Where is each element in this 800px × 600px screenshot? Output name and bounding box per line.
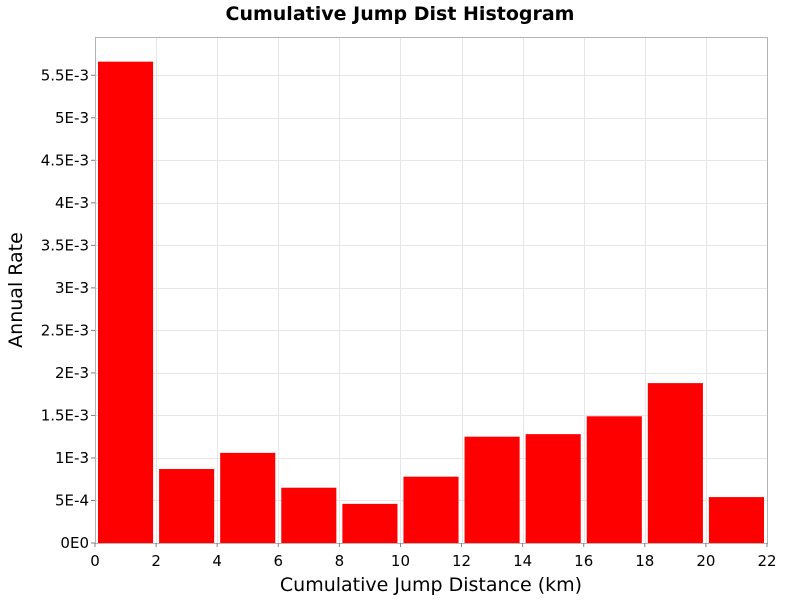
x-tick-label: 18 <box>635 552 654 570</box>
y-tick-label: 3.5E-3 <box>41 236 89 254</box>
y-axis-tick-labels: 0E0 5E-4 1E-3 1.5E-3 2E-3 2.5E-3 3E-3 3.5E-3 4E-… <box>41 66 89 552</box>
y-tick-label: 1.5E-3 <box>41 406 89 424</box>
histogram-bar <box>708 497 764 543</box>
tick-marks <box>91 74 768 547</box>
histogram-bar <box>220 452 276 543</box>
y-tick-label: 1E-3 <box>55 449 89 467</box>
chart-title: Cumulative Jump Dist Histogram <box>226 3 575 25</box>
x-axis-tick-labels: 0 2 4 6 8 10 12 14 16 18 20 22 <box>90 552 776 570</box>
x-tick-label: 6 <box>273 552 283 570</box>
y-tick-label: 5E-4 <box>55 491 89 509</box>
y-tick-label: 4.5E-3 <box>41 151 89 169</box>
x-tick-label: 20 <box>696 552 715 570</box>
x-tick-label: 16 <box>574 552 593 570</box>
y-axis-label: Annual Rate <box>5 232 27 348</box>
x-tick-label: 0 <box>90 552 100 570</box>
x-tick-label: 4 <box>212 552 222 570</box>
y-tick-label: 4E-3 <box>55 194 89 212</box>
plot-area-border <box>95 37 768 544</box>
histogram-bar <box>647 383 703 543</box>
x-tick-label: 22 <box>757 552 776 570</box>
x-tick-label: 2 <box>151 552 161 570</box>
histogram-bar <box>342 503 398 543</box>
y-tick-label: 5.5E-3 <box>41 66 89 84</box>
x-tick-label: 12 <box>452 552 471 570</box>
y-tick-label: 2E-3 <box>55 364 89 382</box>
x-axis-label: Cumulative Jump Distance (km) <box>280 574 582 596</box>
bars <box>98 61 764 544</box>
histogram-bar <box>464 436 520 543</box>
histogram-bar <box>525 434 581 543</box>
y-tick-label: 2.5E-3 <box>41 321 89 339</box>
histogram-bar <box>403 476 459 543</box>
histogram-bar <box>98 61 154 544</box>
histogram-bar <box>586 416 642 543</box>
histogram-bar <box>159 469 215 543</box>
x-tick-label: 8 <box>335 552 345 570</box>
y-tick-label: 0E0 <box>60 534 89 552</box>
histogram-bar <box>281 487 337 543</box>
x-tick-label: 10 <box>391 552 410 570</box>
x-tick-label: 14 <box>513 552 532 570</box>
y-tick-label: 5E-3 <box>55 109 89 127</box>
y-tick-label: 3E-3 <box>55 279 89 297</box>
